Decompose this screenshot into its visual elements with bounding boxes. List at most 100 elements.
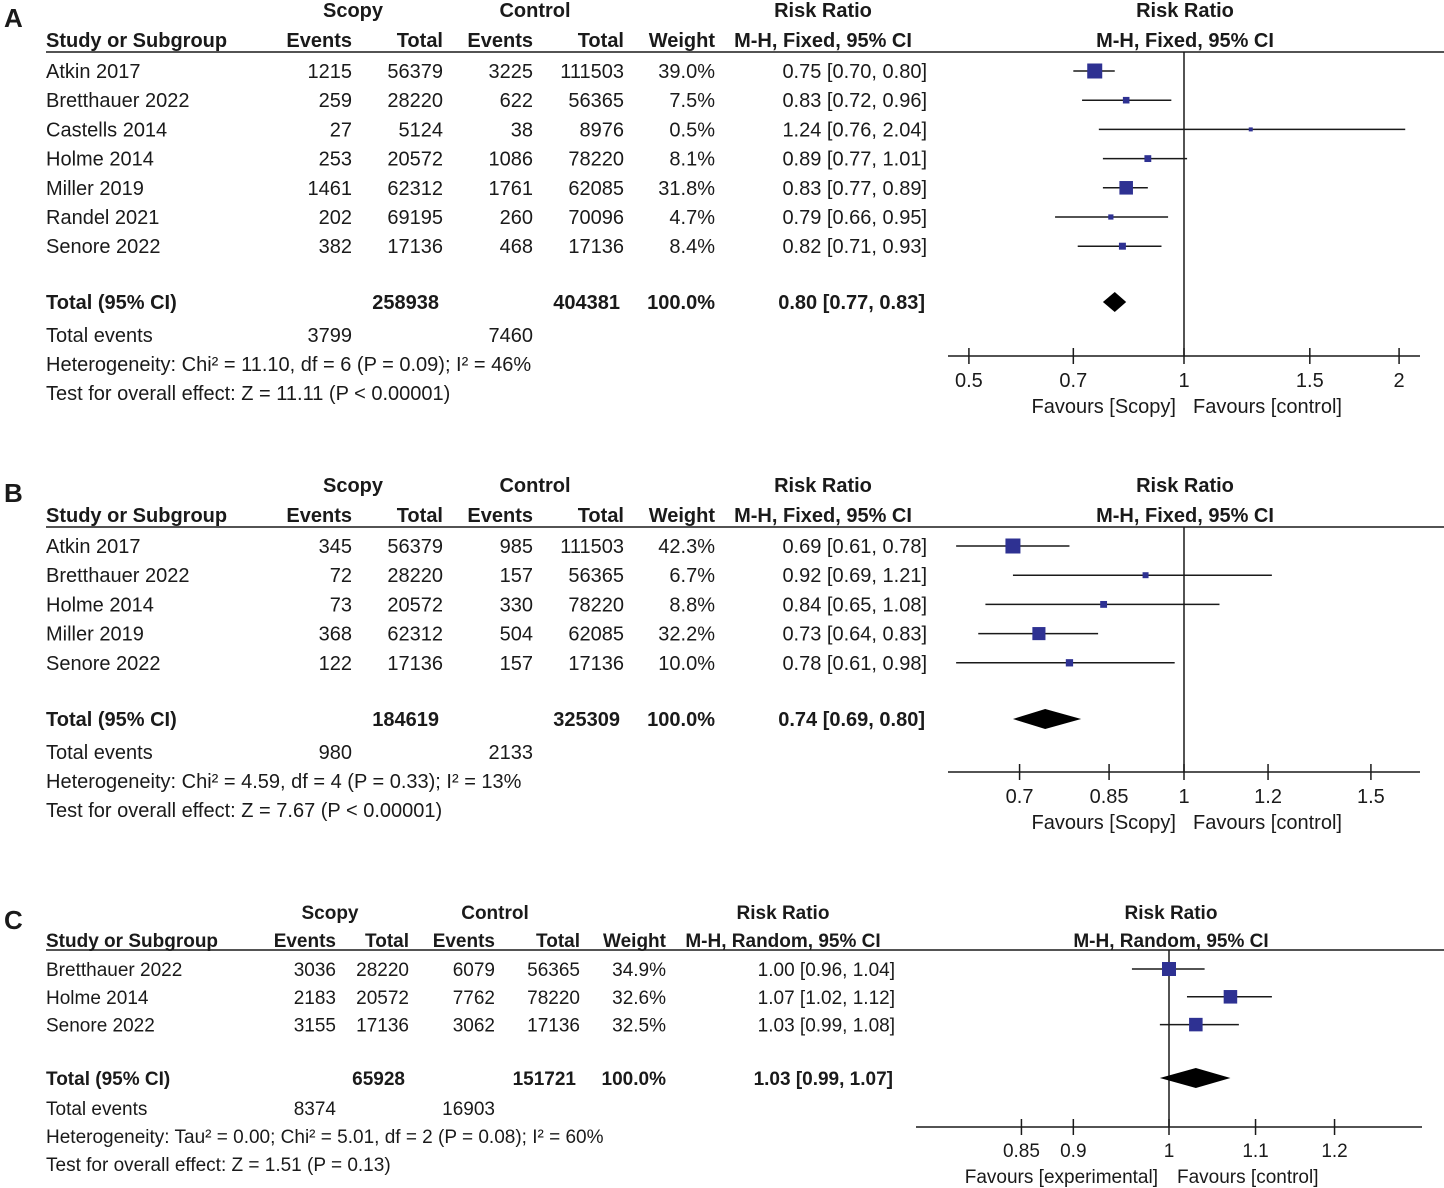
panel-b-study-ci: 0.78 [0.61, 0.98] — [782, 653, 927, 675]
panel-c-col-ctrl-events: Events — [433, 931, 495, 952]
panel-b-col-plot-method: M-H, Fixed, 95% CI — [1096, 505, 1274, 527]
panel-a-col-exp-total: Total — [397, 30, 443, 52]
panel-a-study-exp-events: 1461 — [308, 178, 353, 200]
panel-a-study-exp-total: 5124 — [399, 119, 444, 141]
panel-a-study-name: Holme 2014 — [46, 149, 154, 171]
panel-a-study-ctrl-total: 8976 — [580, 119, 625, 141]
panel-b-study-ci: 0.92 [0.69, 1.21] — [782, 565, 927, 587]
panel-b-total-weight: 100.0% — [647, 709, 715, 731]
panel-c-study-ctrl-events: 6079 — [453, 960, 495, 981]
panel-b-favours-right: Favours [control] — [1193, 812, 1342, 834]
panel-a-total-events-label: Total events — [46, 325, 153, 347]
panel-a-study-ci: 0.83 [0.72, 0.96] — [782, 90, 927, 112]
panel-a-header-plot-risk-ratio: Risk Ratio — [1136, 0, 1234, 22]
panel-a-study-weight-box — [1122, 96, 1130, 104]
panel-c-total-weight: 100.0% — [602, 1069, 667, 1090]
panel-b-study-ctrl-total: 17136 — [568, 653, 624, 675]
panel-c-study-weight-box — [1162, 962, 1176, 976]
panel-b-header-risk-ratio: Risk Ratio — [774, 475, 872, 497]
panel-a-study-ci: 1.24 [0.76, 2.04] — [782, 119, 927, 141]
panel-a-study-exp-total: 20572 — [387, 149, 443, 171]
panel-b-header-scopy: Scopy — [323, 475, 384, 497]
panel-a-study-ctrl-total: 56365 — [568, 90, 624, 112]
panel-c-study-weight: 32.6% — [612, 988, 666, 1009]
panel-a-study-ci: 0.83 [0.77, 0.89] — [782, 178, 927, 200]
panel-c-study-weight-box — [1189, 1017, 1203, 1032]
panel-a-study-exp-total: 69195 — [387, 207, 443, 229]
panel-a-study-ci: 0.82 [0.71, 0.93] — [782, 236, 927, 258]
panel-b-study-ctrl-total: 111503 — [560, 536, 624, 558]
panel-b-study-weight-box — [1142, 572, 1149, 579]
panel-c-heterogeneity: Heterogeneity: Tau² = 0.00; Chi² = 5.01,… — [46, 1127, 604, 1148]
panel-c-study-weight: 32.5% — [612, 1016, 666, 1037]
panel-c-total-ci: 1.03 [0.99, 1.07] — [754, 1069, 893, 1090]
panel-a-study-exp-events: 27 — [330, 119, 352, 141]
panel-a-label: A — [4, 3, 23, 33]
panel-a-study-ctrl-events: 3225 — [489, 61, 534, 83]
panel-a-header-risk-ratio: Risk Ratio — [774, 0, 872, 22]
panel-b-study-ctrl-events: 504 — [500, 624, 533, 646]
panel-b-col-study: Study or Subgroup — [46, 505, 227, 527]
panel-a-study-weight: 31.8% — [658, 178, 715, 200]
panel-b-study-exp-events: 73 — [330, 594, 352, 616]
panel-b-study-exp-total: 56379 — [387, 536, 443, 558]
panel-b-study-exp-events: 122 — [319, 653, 352, 675]
panel-c-summary-diamond — [1159, 1068, 1231, 1088]
panel-c-favours-left: Favours [experimental] — [965, 1167, 1158, 1188]
panel-c-header-control: Control — [461, 903, 529, 924]
panel-c-col-plot-method: M-H, Random, 95% CI — [1073, 931, 1268, 952]
panel-b-study-weight-box — [1100, 600, 1108, 608]
panel-a-x-tick-label: 1 — [1178, 370, 1189, 392]
panel-a-col-study: Study or Subgroup — [46, 30, 227, 52]
panel-b-study-exp-total: 28220 — [387, 565, 443, 587]
panel-a-study-weight: 0.5% — [669, 119, 715, 141]
panel-a-study-ctrl-events: 1086 — [489, 149, 534, 171]
panel-a-study-weight-box — [1087, 63, 1103, 79]
panel-b-summary-diamond — [1012, 709, 1082, 729]
panel-c-total-label: Total (95% CI) — [46, 1069, 170, 1090]
panel-b-header-control: Control — [499, 475, 570, 497]
panel-c-header-plot-risk-ratio: Risk Ratio — [1125, 903, 1218, 924]
panel-c-study-ctrl-events: 3062 — [453, 1016, 495, 1037]
panel-a-study-ci: 0.89 [0.77, 1.01] — [782, 149, 927, 171]
panel-a-study-weight: 39.0% — [658, 61, 715, 83]
panel-a-study-weight-box — [1248, 127, 1253, 132]
panel-a-study-exp-total: 62312 — [387, 178, 443, 200]
panel-c-col-ctrl-total: Total — [536, 931, 580, 952]
panel-c-study-ci: 1.03 [0.99, 1.08] — [758, 1016, 895, 1037]
panel-b-study-weight: 8.8% — [669, 594, 715, 616]
panel-b-study-exp-total: 20572 — [387, 594, 443, 616]
panel-c-col-weight: Weight — [603, 931, 667, 952]
panel-c-overall-effect: Test for overall effect: Z = 1.51 (P = 0… — [46, 1155, 391, 1176]
panel-c-x-tick-label: 1.1 — [1242, 1141, 1268, 1162]
panel-c-study-weight-box — [1223, 990, 1238, 1004]
panel-b-study-weight-box — [1005, 538, 1021, 554]
panel-a-total-label: Total (95% CI) — [46, 292, 177, 314]
panel-c-label: C — [4, 905, 23, 935]
panel-b-total-ci: 0.74 [0.69, 0.80] — [778, 709, 925, 731]
panel-b-study-name: Miller 2019 — [46, 624, 144, 646]
panel-c-header-scopy: Scopy — [301, 903, 358, 924]
panel-b-study-ci: 0.84 [0.65, 1.08] — [782, 594, 927, 616]
panel-c-total-events-exp: 8374 — [294, 1099, 337, 1120]
panel-c-study-exp-total: 17136 — [356, 1016, 409, 1037]
panel-c-total-events-label: Total events — [46, 1099, 147, 1120]
panel-c-col-exp-events: Events — [274, 931, 336, 952]
panel-b-total-events-exp: 980 — [319, 742, 352, 764]
panel-a-total-events-exp: 3799 — [308, 325, 353, 347]
panel-a-study-name: Miller 2019 — [46, 178, 144, 200]
panel-a-study-weight: 7.5% — [669, 90, 715, 112]
panel-b-study-weight: 42.3% — [658, 536, 715, 558]
panel-b-total-events-label: Total events — [46, 742, 153, 764]
panel-c-study-name: Senore 2022 — [46, 1016, 155, 1037]
panel-b-study-ctrl-events: 330 — [500, 594, 533, 616]
panel-b-col-ctrl-events: Events — [467, 505, 533, 527]
panel-a-x-tick-label: 0.7 — [1059, 370, 1087, 392]
panel-a-study-exp-events: 259 — [319, 90, 352, 112]
panel-a-study-ctrl-total: 62085 — [568, 178, 624, 200]
panel-b-study-ctrl-events: 157 — [500, 653, 533, 675]
panel-c-study-exp-events: 2183 — [294, 988, 336, 1009]
panel-b-study-ci: 0.69 [0.61, 0.78] — [782, 536, 927, 558]
panel-c-col-exp-total: Total — [365, 931, 409, 952]
